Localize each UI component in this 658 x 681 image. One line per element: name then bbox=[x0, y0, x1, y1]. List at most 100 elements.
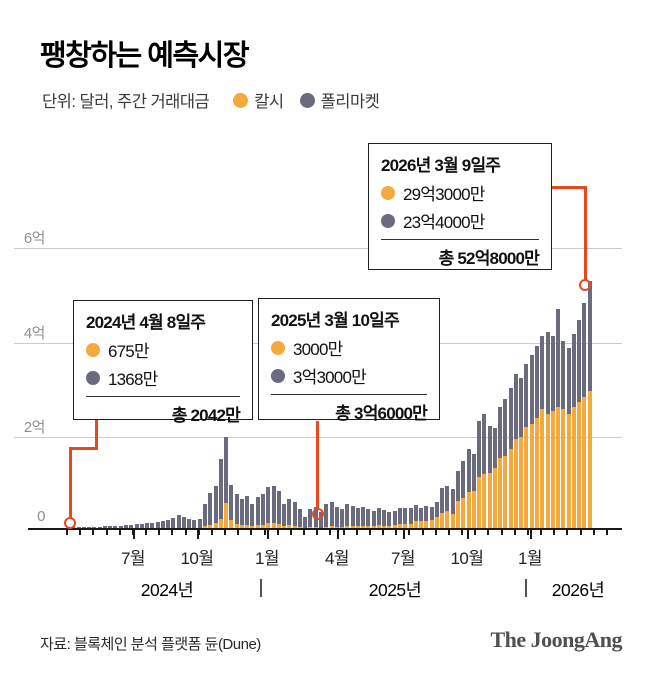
callout-kalshi-row: 3000만 bbox=[271, 335, 427, 360]
bar-polymarket-week-90 bbox=[540, 336, 545, 409]
kalshi-dot-icon bbox=[233, 92, 249, 108]
month-label: 10월 bbox=[450, 549, 484, 568]
polymarket-dot-icon bbox=[299, 92, 315, 108]
minor-tick bbox=[119, 530, 121, 535]
bar-polymarket-week-29 bbox=[218, 459, 223, 519]
month-label: 7월 bbox=[120, 549, 146, 568]
callout-kalshi-value: 3000만 bbox=[293, 340, 343, 359]
bar-kalshi-week-29 bbox=[218, 519, 223, 529]
year-label-2025년: 2025년 bbox=[368, 580, 422, 600]
callout-date: 2026년 3월 9일주 bbox=[381, 156, 501, 175]
bar-polymarket-week-18 bbox=[160, 521, 165, 528]
bar-polymarket-week-59 bbox=[376, 508, 381, 525]
bar-kalshi-week-61 bbox=[387, 526, 392, 529]
gridline-6억 bbox=[14, 248, 622, 249]
minor-tick bbox=[211, 530, 213, 535]
bar-polymarket-week-78 bbox=[477, 421, 482, 477]
bar-kalshi-week-42 bbox=[287, 525, 292, 529]
bar-polymarket-week-56 bbox=[361, 507, 366, 526]
bar-kalshi-week-35 bbox=[250, 526, 255, 529]
bar-polymarket-week-99 bbox=[587, 281, 592, 391]
minor-tick bbox=[145, 530, 147, 535]
minor-tick bbox=[606, 530, 608, 535]
bar-kalshi-week-91 bbox=[545, 414, 550, 529]
polymarket-dot-icon bbox=[271, 368, 285, 383]
bar-polymarket-week-6 bbox=[97, 527, 102, 528]
bar-polymarket-week-34 bbox=[245, 496, 250, 525]
bar-polymarket-week-45 bbox=[303, 517, 308, 528]
minor-tick bbox=[329, 530, 331, 535]
bar-kalshi-week-63 bbox=[398, 524, 402, 529]
bar-polymarket-week-37 bbox=[260, 494, 265, 525]
unit-label: 단위: 달러, 주간 거래대금 bbox=[42, 93, 210, 111]
bar-kalshi-week-85 bbox=[513, 439, 518, 529]
minor-tick bbox=[237, 530, 239, 535]
bar-kalshi-week-81 bbox=[492, 468, 497, 529]
bar-kalshi-week-71 bbox=[440, 513, 445, 529]
callout1-connector-v2 bbox=[69, 447, 72, 518]
bar-kalshi-week-56 bbox=[361, 526, 366, 529]
bar-polymarket-week-89 bbox=[535, 346, 540, 418]
month-label: 1월 bbox=[517, 549, 543, 568]
major-tick-10월 bbox=[467, 530, 469, 539]
minor-tick bbox=[277, 530, 279, 535]
bar-polymarket-week-96 bbox=[571, 334, 576, 407]
bar-polymarket-week-38 bbox=[266, 487, 271, 523]
minor-tick bbox=[448, 530, 450, 535]
callout-date: 2025년 3월 10일주 bbox=[271, 311, 400, 330]
callout-box-2025-03-10: 2025년 3월 10일주 3000만 3억3000만 총 3억6000만 bbox=[258, 298, 440, 423]
bar-polymarket-week-69 bbox=[429, 507, 434, 520]
major-tick-7월 bbox=[403, 530, 405, 539]
bar-kalshi-week-79 bbox=[482, 474, 487, 529]
bar-kalshi-week-65 bbox=[408, 524, 413, 529]
minor-tick bbox=[343, 530, 345, 535]
bar-polymarket-week-50 bbox=[329, 502, 334, 526]
bar-kalshi-week-86 bbox=[519, 437, 524, 529]
bar-polymarket-week-88 bbox=[529, 355, 534, 424]
major-tick-4월 bbox=[337, 530, 339, 539]
bar-polymarket-week-94 bbox=[561, 341, 566, 409]
bar-polymarket-week-84 bbox=[508, 388, 513, 449]
bar-polymarket-week-58 bbox=[371, 511, 376, 526]
minor-tick bbox=[264, 530, 266, 535]
minor-tick bbox=[185, 530, 187, 535]
bar-polymarket-week-81 bbox=[492, 428, 497, 468]
kalshi-dot-icon bbox=[86, 342, 100, 357]
bar-polymarket-week-65 bbox=[408, 508, 413, 524]
bar-kalshi-week-37 bbox=[260, 525, 265, 529]
minor-tick bbox=[382, 530, 384, 535]
bar-polymarket-week-82 bbox=[498, 407, 503, 458]
bar-kalshi-week-53 bbox=[345, 526, 350, 529]
minor-tick bbox=[540, 530, 542, 535]
bar-polymarket-week-9 bbox=[113, 526, 118, 528]
minor-tick bbox=[395, 530, 397, 535]
bar-kalshi-week-50 bbox=[329, 526, 334, 529]
callout-kalshi-row: 675만 bbox=[86, 337, 240, 362]
minor-tick bbox=[158, 530, 160, 535]
bar-polymarket-week-72 bbox=[445, 486, 450, 511]
bar-kalshi-week-78 bbox=[477, 477, 482, 529]
bar-polymarket-week-91 bbox=[545, 332, 550, 414]
bar-polymarket-week-51 bbox=[334, 507, 339, 527]
bar-polymarket-week-14 bbox=[139, 524, 144, 528]
month-label: 7월 bbox=[390, 549, 416, 568]
bar-polymarket-week-20 bbox=[171, 518, 176, 528]
bar-polymarket-week-60 bbox=[382, 510, 387, 526]
bar-polymarket-week-52 bbox=[340, 509, 345, 527]
bar-kalshi-week-66 bbox=[413, 521, 418, 529]
bar-polymarket-week-33 bbox=[239, 499, 244, 525]
bar-kalshi-week-82 bbox=[498, 458, 503, 529]
bar-kalshi-week-40 bbox=[276, 524, 281, 529]
bar-polymarket-week-66 bbox=[413, 505, 418, 521]
callout-box-2026-03-09: 2026년 3월 9일주 29억3000만 23억4000만 총 52억8000… bbox=[368, 143, 552, 270]
minor-tick bbox=[527, 530, 529, 535]
bar-polymarket-week-73 bbox=[450, 489, 455, 514]
bar-kalshi-week-54 bbox=[350, 526, 355, 529]
callout2-connector-v bbox=[316, 421, 319, 509]
bar-kalshi-week-68 bbox=[424, 521, 429, 529]
y-axis-label: 6억 bbox=[23, 230, 46, 247]
bar-kalshi-week-64 bbox=[403, 524, 408, 529]
bar-polymarket-week-87 bbox=[524, 364, 529, 427]
bar-polymarket-week-98 bbox=[582, 303, 587, 397]
marker-ring-2025-03-10 bbox=[312, 508, 324, 520]
